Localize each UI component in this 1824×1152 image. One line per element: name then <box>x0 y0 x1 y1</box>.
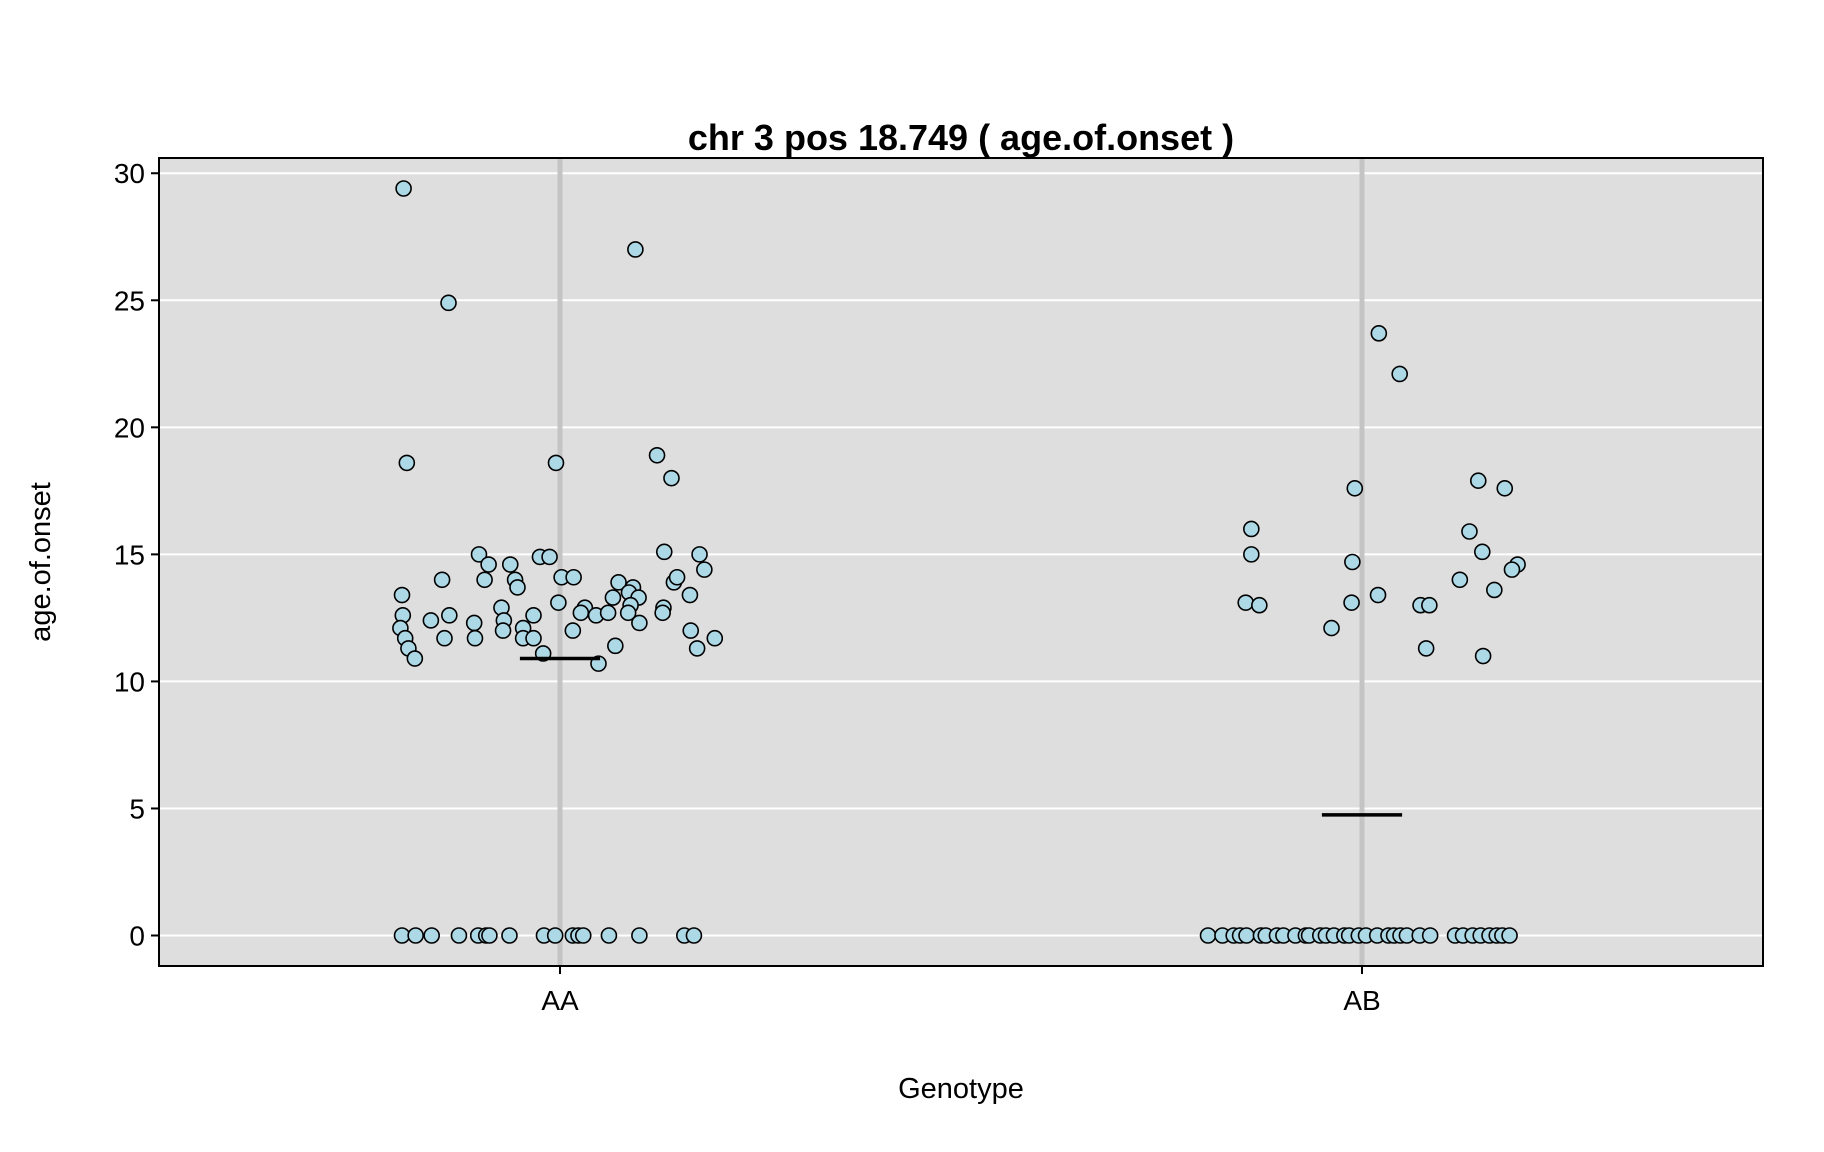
data-points <box>392 180 1526 944</box>
data-point-AB <box>1251 596 1268 614</box>
plot-background <box>159 158 1763 966</box>
data-point-AA <box>564 622 582 639</box>
data-point-AA <box>546 927 564 944</box>
data-point-AB <box>1486 581 1503 599</box>
y-tick-label: 0 <box>129 921 145 952</box>
data-point-AA <box>422 612 440 629</box>
data-point-AA <box>395 180 412 197</box>
data-point-AA <box>433 571 451 589</box>
data-point-AA <box>393 586 411 604</box>
data-point-AA <box>600 927 618 944</box>
data-point-AA <box>648 446 666 464</box>
data-point-AA <box>509 579 526 596</box>
data-point-AA <box>407 927 424 944</box>
data-point-AA <box>681 586 699 604</box>
data-point-AB <box>1346 480 1364 497</box>
data-point-AB <box>1344 553 1361 571</box>
y-tick-label: 10 <box>114 666 145 697</box>
x-axis-label: Genotype <box>898 1073 1024 1105</box>
data-point-AA <box>565 568 582 586</box>
data-point-AA <box>655 543 673 561</box>
data-point-AB <box>1451 571 1469 589</box>
y-tick-label: 20 <box>114 412 145 443</box>
data-point-AA <box>604 589 622 606</box>
data-point-AA <box>436 629 453 647</box>
data-point-AA <box>610 574 627 591</box>
data-point-AA <box>688 640 706 657</box>
data-point-AA <box>691 546 708 563</box>
data-point-AA <box>406 650 424 667</box>
data-point-AA <box>619 604 637 622</box>
data-point-AA <box>631 614 648 632</box>
data-point-AA <box>476 571 493 589</box>
y-axis-label: age.of.onset <box>25 482 57 642</box>
data-point-AA <box>525 629 542 647</box>
data-point-AB <box>1421 927 1439 944</box>
data-point-AA <box>393 927 411 944</box>
data-point-AA <box>501 927 518 944</box>
data-point-AB <box>1417 640 1435 657</box>
x-tick-labels: AA AB <box>541 966 1381 1016</box>
y-tick-label: 5 <box>129 793 145 824</box>
data-point-AA <box>627 241 644 258</box>
x-tick-label: AA <box>541 985 579 1016</box>
plot-border <box>158 157 1764 967</box>
data-point-AA <box>494 622 512 639</box>
x-tick-label: AB <box>1343 985 1380 1016</box>
data-point-AB <box>1237 594 1255 611</box>
y-tick-label: 25 <box>114 285 145 316</box>
data-point-AA <box>550 594 567 611</box>
data-point-AA <box>501 556 519 573</box>
data-point-AB <box>1323 619 1340 637</box>
chart-title: chr 3 pos 18.749 ( age.of.onset ) <box>688 117 1234 158</box>
data-point-AA <box>423 927 440 944</box>
data-point-AB <box>1496 480 1514 497</box>
data-point-AA <box>668 568 686 586</box>
data-point-AA <box>547 454 565 472</box>
data-point-AA <box>541 548 558 566</box>
data-point-AA <box>685 927 703 944</box>
data-point-AB <box>1469 472 1487 489</box>
data-point-AB <box>1199 927 1217 944</box>
data-point-AA <box>663 469 680 487</box>
data-point-AA <box>441 607 458 624</box>
data-point-AA <box>470 546 488 563</box>
data-point-AA <box>607 637 624 655</box>
data-point-AA <box>398 454 416 472</box>
data-point-AB <box>1370 325 1388 342</box>
data-point-AA <box>696 561 713 578</box>
data-point-AA <box>450 927 468 944</box>
data-point-AA <box>682 622 700 639</box>
category-lines <box>557 158 1365 966</box>
y-tick-labels: 0 5 10 15 20 25 30 <box>114 158 159 952</box>
mean-lines <box>519 656 1403 817</box>
data-point-AB <box>1369 586 1387 604</box>
data-point-AB <box>1503 561 1521 578</box>
data-point-AA <box>631 927 648 944</box>
y-tick-label: 30 <box>114 158 145 189</box>
data-point-AB <box>1243 520 1260 538</box>
y-tick-label: 15 <box>114 539 145 570</box>
data-point-AA <box>525 607 542 624</box>
data-point-AA <box>599 604 617 622</box>
data-point-AA <box>440 294 457 312</box>
data-point-AA <box>572 604 590 622</box>
data-point-AA <box>480 556 497 573</box>
data-point-AA <box>481 927 498 944</box>
data-point-AB <box>1238 927 1255 944</box>
data-point-AB <box>1391 365 1408 383</box>
data-point-AA <box>574 927 592 944</box>
data-point-AB <box>1474 543 1491 561</box>
data-point-AB <box>1243 546 1260 563</box>
data-point-AB <box>1501 927 1518 944</box>
data-point-AB <box>1474 647 1492 665</box>
data-point-AA <box>466 629 484 647</box>
data-point-AA <box>654 604 671 622</box>
data-point-AA <box>706 629 724 647</box>
data-point-AB <box>1461 523 1478 540</box>
data-point-AB <box>1343 594 1360 611</box>
data-point-AA <box>465 614 483 632</box>
data-point-AB <box>1421 596 1438 614</box>
